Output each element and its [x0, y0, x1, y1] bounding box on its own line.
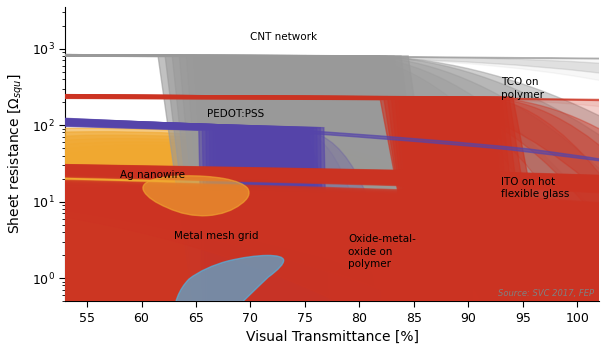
Ellipse shape: [0, 146, 606, 351]
Text: TCO on
polymer: TCO on polymer: [501, 77, 544, 100]
Ellipse shape: [0, 85, 606, 351]
Ellipse shape: [0, 47, 606, 351]
Ellipse shape: [78, 158, 314, 351]
Ellipse shape: [55, 219, 403, 351]
Ellipse shape: [0, 27, 606, 351]
Ellipse shape: [0, 8, 606, 351]
Text: CNT network: CNT network: [250, 32, 318, 42]
Ellipse shape: [0, 20, 606, 351]
Ellipse shape: [0, 62, 606, 351]
Ellipse shape: [336, 208, 448, 230]
Ellipse shape: [324, 174, 606, 183]
Ellipse shape: [137, 241, 321, 351]
Ellipse shape: [36, 148, 356, 351]
Ellipse shape: [0, 5, 606, 351]
Ellipse shape: [0, 41, 606, 351]
Ellipse shape: [0, 155, 606, 351]
Ellipse shape: [0, 149, 606, 351]
Ellipse shape: [0, 58, 606, 351]
Ellipse shape: [82, 227, 376, 351]
Ellipse shape: [0, 52, 606, 351]
Ellipse shape: [0, 181, 606, 351]
Ellipse shape: [0, 160, 606, 228]
Text: Metal mesh grid: Metal mesh grid: [174, 231, 259, 241]
Ellipse shape: [41, 216, 417, 351]
Ellipse shape: [0, 112, 606, 164]
Ellipse shape: [0, 170, 606, 351]
Ellipse shape: [0, 76, 606, 351]
Ellipse shape: [248, 201, 536, 247]
Ellipse shape: [0, 152, 606, 351]
Ellipse shape: [0, 11, 606, 351]
Ellipse shape: [0, 187, 606, 351]
Ellipse shape: [0, 89, 606, 351]
Ellipse shape: [0, 184, 606, 351]
Ellipse shape: [0, 24, 606, 351]
Ellipse shape: [13, 207, 444, 351]
Ellipse shape: [0, 24, 606, 351]
Ellipse shape: [24, 190, 606, 351]
Ellipse shape: [0, 93, 606, 351]
Ellipse shape: [0, 132, 435, 351]
Ellipse shape: [0, 178, 606, 351]
Ellipse shape: [68, 223, 389, 351]
Ellipse shape: [0, 47, 606, 351]
Ellipse shape: [0, 80, 606, 351]
Ellipse shape: [119, 170, 606, 190]
Ellipse shape: [92, 161, 300, 351]
Ellipse shape: [0, 135, 418, 351]
Ellipse shape: [0, 12, 606, 351]
Ellipse shape: [0, 4, 606, 351]
Ellipse shape: [0, 30, 606, 351]
Ellipse shape: [5, 142, 387, 351]
Ellipse shape: [0, 84, 606, 126]
Ellipse shape: [0, 139, 402, 351]
Ellipse shape: [0, 72, 606, 351]
Ellipse shape: [218, 199, 567, 257]
Ellipse shape: [27, 211, 431, 351]
Ellipse shape: [85, 192, 606, 351]
Text: ITO on hot
flexible glass: ITO on hot flexible glass: [501, 177, 570, 199]
Ellipse shape: [64, 154, 328, 351]
Ellipse shape: [0, 18, 606, 351]
Ellipse shape: [0, 97, 606, 351]
Ellipse shape: [123, 238, 334, 351]
Y-axis label: Sheet resistance [$\Omega_{squ}$]: Sheet resistance [$\Omega_{squ}$]: [7, 74, 26, 234]
Text: Ag nanowire: Ag nanowire: [120, 170, 185, 180]
Ellipse shape: [21, 145, 371, 351]
Ellipse shape: [0, 167, 606, 197]
Ellipse shape: [0, 199, 472, 351]
Text: Oxide-metal-
oxide on
polymer: Oxide-metal- oxide on polymer: [348, 234, 416, 269]
Ellipse shape: [0, 157, 606, 257]
Text: Source: SVC 2017, FEP: Source: SVC 2017, FEP: [498, 289, 594, 298]
Ellipse shape: [0, 41, 606, 86]
Ellipse shape: [0, 62, 606, 351]
Ellipse shape: [0, 203, 458, 351]
X-axis label: Visual Transmittance [%]: Visual Transmittance [%]: [245, 330, 419, 344]
Ellipse shape: [105, 164, 286, 351]
Ellipse shape: [96, 231, 362, 351]
Ellipse shape: [50, 152, 342, 351]
Ellipse shape: [0, 164, 606, 207]
Ellipse shape: [0, 57, 606, 351]
Ellipse shape: [0, 36, 606, 351]
Ellipse shape: [0, 174, 606, 351]
Ellipse shape: [143, 176, 249, 216]
Ellipse shape: [0, 67, 606, 351]
Ellipse shape: [52, 168, 606, 193]
Ellipse shape: [181, 197, 604, 273]
Ellipse shape: [0, 165, 606, 201]
Text: PEDOT:PSS: PEDOT:PSS: [207, 109, 264, 119]
Ellipse shape: [110, 234, 348, 351]
Ellipse shape: [0, 52, 606, 351]
Ellipse shape: [0, 128, 453, 351]
Ellipse shape: [137, 195, 606, 312]
Ellipse shape: [0, 162, 606, 215]
Ellipse shape: [174, 256, 284, 351]
Ellipse shape: [0, 67, 606, 351]
